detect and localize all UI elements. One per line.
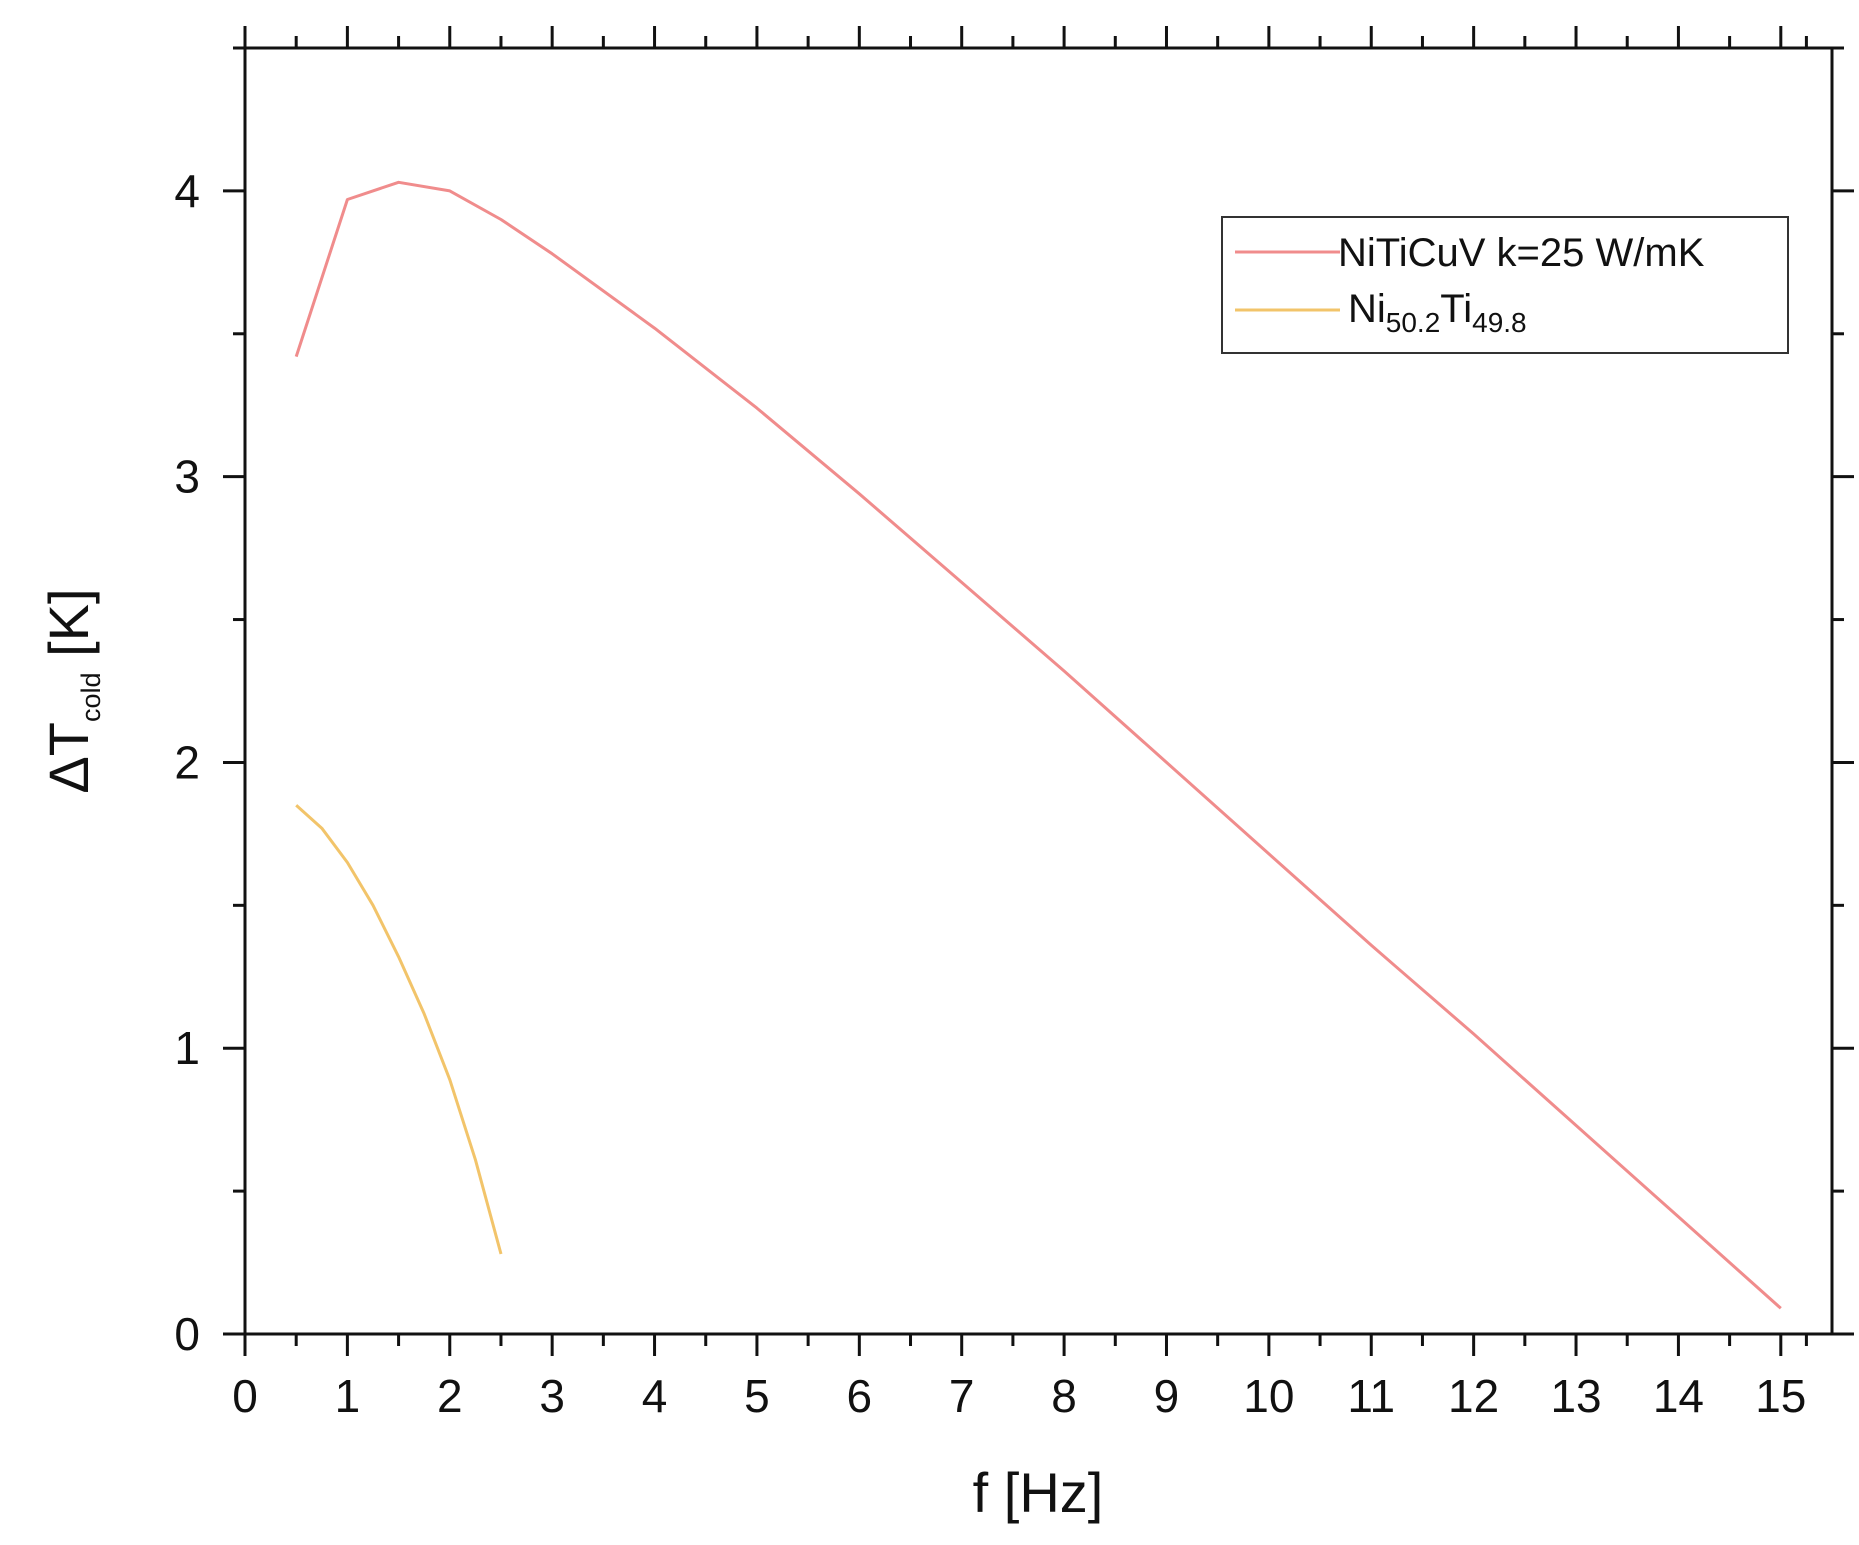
legend: NiTiCuV k=25 W/mK Ni50.2Ti49.8: [1221, 216, 1789, 354]
y-tick-label-0: 0: [174, 1308, 200, 1360]
y-tick-label-1: 1: [174, 1022, 200, 1074]
legend-label-series-2: Ni50.2Ti49.8: [1348, 287, 1527, 338]
y-tick-label-2: 2: [174, 736, 200, 788]
x-tick-label-0: 0: [232, 1370, 258, 1422]
x-tick-label-9: 9: [1154, 1370, 1180, 1422]
x-tick-label-7: 7: [949, 1370, 975, 1422]
axis-ticks: [223, 26, 1854, 1356]
x-tick-label-5: 5: [744, 1370, 770, 1422]
series-layer: [294, 180, 1782, 1310]
y-axis-title: ΔTcold [K]: [37, 588, 106, 793]
x-tick-label-11: 11: [1347, 1370, 1395, 1422]
legend-box: [1221, 216, 1789, 354]
series-line-2: [295, 804, 503, 1255]
x-tick-label-3: 3: [539, 1370, 565, 1422]
legend-label-series-1: NiTiCuV k=25 W/mK: [1338, 231, 1705, 275]
x-tick-label-2: 2: [437, 1370, 463, 1422]
y-axis-title-suffix: [K]: [37, 588, 100, 672]
x-tick-label-8: 8: [1051, 1370, 1077, 1422]
x-tick-label-12: 12: [1448, 1370, 1499, 1422]
y-axis-title-prefix: ΔT: [37, 722, 100, 794]
x-tick-label-14: 14: [1653, 1370, 1704, 1422]
x-tick-label-1: 1: [335, 1370, 361, 1422]
x-tick-label-4: 4: [642, 1370, 668, 1422]
x-tick-label-6: 6: [847, 1370, 873, 1422]
x-tick-label-10: 10: [1243, 1370, 1294, 1422]
legend-label-series-2-part-2: Ti: [1440, 287, 1472, 331]
x-tick-label-15: 15: [1755, 1370, 1806, 1422]
x-tick-label-13: 13: [1550, 1370, 1601, 1422]
y-axis-title-subscript: cold: [76, 672, 106, 722]
series-line-1: [294, 180, 1782, 1310]
legend-label-series-2-part-0: Ni: [1348, 287, 1386, 331]
legend-label-series-2-part-3: 49.8: [1472, 307, 1527, 338]
y-tick-label-3: 3: [174, 451, 200, 503]
legend-label-series-2-part-1: 50.2: [1386, 307, 1441, 338]
x-axis-title: f [Hz]: [973, 1461, 1104, 1524]
y-tick-label-4: 4: [174, 165, 200, 217]
